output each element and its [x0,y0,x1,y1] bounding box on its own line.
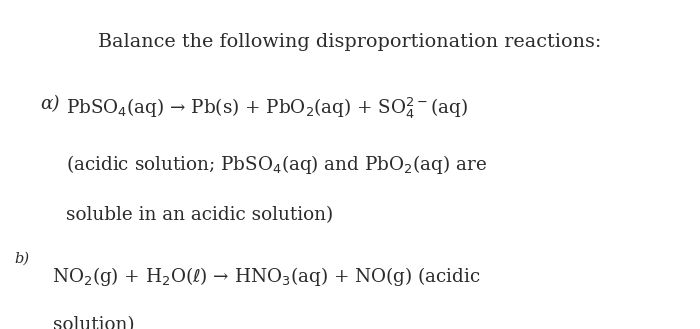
Text: NO$_2$(g) + H$_2$O($\ell$) → HNO$_3$(aq) + NO(g) (acidic: NO$_2$(g) + H$_2$O($\ell$) → HNO$_3$(aq)… [52,265,481,288]
Text: (acidic solution; PbSO$_4$(aq) and PbO$_2$(aq) are: (acidic solution; PbSO$_4$(aq) and PbO$_… [66,153,487,176]
Text: solution): solution) [52,316,134,329]
Text: b): b) [14,252,29,266]
Text: α): α) [41,95,60,114]
Text: PbSO$_4$(aq) → Pb(s) + PbO$_2$(aq) + SO$_4^{2-}$(aq): PbSO$_4$(aq) → Pb(s) + PbO$_2$(aq) + SO$… [66,95,468,120]
Text: soluble in an acidic solution): soluble in an acidic solution) [66,206,334,224]
Text: Balance the following disproportionation reactions:: Balance the following disproportionation… [98,33,602,51]
